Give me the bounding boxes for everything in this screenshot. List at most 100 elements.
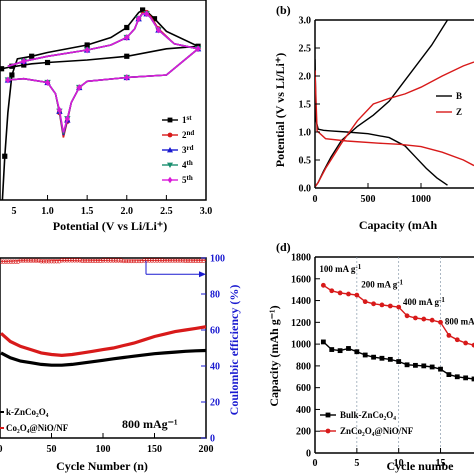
panel-c-ytick-right-label-5: 100 [210, 254, 225, 265]
panel-b-xtick-label-2: 1000 [411, 194, 431, 205]
panel-c-legend-label-1: Co₂O₄@NiO/NF [6, 423, 69, 433]
panel-a-marker-0-4 [21, 62, 27, 68]
panel-d-rate-label-0: 100 mA g-1 [319, 263, 361, 274]
panel-c-xtick-label-0: 0 [0, 444, 3, 455]
panel-b-ytick-label-4: 2.0 [299, 72, 312, 83]
panel-a-legend-marker-3 [167, 162, 173, 168]
panel-b-ytick-label-3: 1.5 [299, 100, 312, 111]
panel-c-ce-marker-2-4 [49, 259, 54, 264]
panel-d-marker-1-17 [463, 340, 469, 346]
panel-c-ce-marker-0-7 [16, 259, 21, 264]
panel-a-marker-0-12 [151, 16, 158, 22]
panel-d-marker-0-16 [454, 374, 460, 380]
panel-d-marker-1-6 [371, 301, 376, 307]
panel-d-marker-1-9 [396, 304, 402, 310]
panel-d-marker-1-10 [404, 313, 410, 319]
panel-b-ytick-label-1: 0.5 [299, 156, 312, 167]
panel-a-legend-label-4: 5th [182, 174, 193, 185]
panel-a-marker-0-6 [44, 59, 51, 66]
panel-c-xtick-label-3: 150 [147, 444, 162, 455]
panel-d-marker-1-8 [387, 303, 393, 309]
panel-b-ytick-label-0: 0.0 [299, 184, 312, 195]
panel-c-ce-marker-2-5 [51, 259, 57, 264]
panel-c-ce-marker-2-7 [57, 259, 62, 264]
panel-d-marker-1-3 [346, 291, 351, 297]
panel-d-rate-label-2: 400 mA g-1 [403, 296, 445, 307]
panel-c-ytick-right-label-1: 20 [210, 398, 220, 409]
panel-c-right-axis-label: Coulombic efficiency (%) [227, 285, 241, 416]
panel-a-marker-0-8 [124, 53, 130, 59]
panel-b-ytick-label-5: 2.5 [299, 44, 312, 55]
panel-d-marker-1-18 [471, 342, 474, 348]
panel-b-curve-3 [315, 61, 474, 188]
panel-b-legend: BZ [436, 91, 462, 117]
panel-a-xtick-label-1: 1.5 [81, 206, 94, 217]
panel-a-xtick-label-4: 3.0 [200, 206, 213, 217]
panel-d-ytick-label-8: 1600 [291, 274, 311, 285]
panel-a-marker-0-20 [29, 53, 35, 59]
panel-a-legend-marker-1 [167, 132, 173, 138]
panel-b-legend-label-0: B [456, 91, 462, 101]
panel-d-marker-1-11 [413, 315, 418, 321]
panel-d-marker-0-13 [429, 364, 435, 370]
panel-b-x-axis-label: Capacity (mAh [359, 218, 438, 232]
panel-d-marker-1-4 [354, 292, 360, 298]
panel-d-xtick-label-1: 5 [354, 458, 359, 469]
panel-c-legend-label-0: k-ZnCo₂O₄ [6, 407, 49, 417]
panel-d-marker-1-2 [337, 290, 343, 296]
panel-b-ytick-label-2: 1.0 [299, 128, 312, 139]
panel-a-marker-4-10 [124, 74, 130, 81]
panel-d-legend-marker-0 [325, 412, 331, 418]
panel-a-marker-0-22 [9, 72, 15, 78]
panel-c-legend: k-ZnCo₂O₄ Co₂O₄@NiO/NF [0, 407, 69, 433]
panel-a-marker-0-24 [2, 153, 8, 159]
panel-c-ytick-right-label-0: 0 [210, 434, 215, 445]
panel-c-ce-line [0, 259, 206, 262]
panel-a-marker-4-8 [76, 84, 82, 91]
panel-b-xtick-label-0: 0 [313, 194, 318, 205]
panel-a-marker-4-0 [5, 76, 11, 84]
panel-a-legend-marker-0 [167, 117, 173, 123]
panel-d-marker-1-5 [362, 299, 368, 305]
panel-b-curve-2 [315, 70, 474, 167]
panel-d-ytick-label-1: 200 [296, 427, 311, 438]
panel-a-frame [0, 0, 207, 201]
panel-c-ce-marker-3-7 [77, 258, 82, 263]
panel-a-legend: 1st 2nd 3rd 4th 5th [162, 114, 194, 185]
panel-d-legend-label-1: ZnCo₂O₄@NiO/NF [340, 426, 414, 436]
panel-d-marker-0-4 [354, 349, 360, 355]
panel-d-ytick-label-3: 600 [296, 383, 311, 394]
panel-d-rate: (d) 0 5 10 15 0 200 400 600 800 1000 1200 1400 1600 1… [267, 240, 474, 473]
panel-d-x-axis-label: Cycle numbe [387, 459, 455, 473]
panel-c-capacity-line-0 [0, 325, 206, 358]
panel-d-ytick-label-5: 1000 [291, 340, 311, 351]
panel-d-ytick-label-2: 400 [296, 405, 311, 416]
panel-d-marker-1-0 [320, 282, 326, 288]
panel-a-xtick-label-2: 2.0 [121, 206, 134, 217]
panel-d-marker-0-14 [438, 366, 443, 372]
panel-d-marker-0-12 [421, 363, 427, 369]
panel-a-xtick-label-0: 1.0 [41, 206, 54, 217]
panel-d-marker-0-11 [413, 362, 418, 368]
panel-d-marker-1-12 [421, 316, 427, 322]
panel-a-marker-4-2 [44, 79, 51, 86]
panel-c-ce-marker-0-5 [11, 259, 16, 264]
panel-d-xtick-label-3: 15 [436, 458, 446, 469]
panel-a-marker-4-24 [21, 57, 27, 65]
panel-d-xtick-label-0: 0 [313, 458, 318, 469]
panel-c-xtick-label-4: 200 [199, 444, 214, 455]
panel-d-ytick-label-9: 1800 [291, 253, 311, 264]
panel-d-marker-1-16 [454, 337, 460, 343]
panel-a-marker-0-0 [0, 66, 5, 72]
panel-d-marker-1-13 [429, 317, 435, 323]
panel-a-marker-4-12 [195, 45, 201, 53]
panel-c-ce-arrow-head [199, 271, 206, 278]
panel-d-legend-label-0: Bulk-ZnCo₂O₄ [340, 410, 396, 420]
panel-a-marker-0-16 [124, 24, 130, 31]
panel-a-series-line-4 [7, 13, 200, 133]
panel-c-ce-marker-2-6 [54, 259, 59, 264]
panel-d-marker-1-7 [379, 302, 385, 308]
panel-b-xtick-label-1: 500 [361, 194, 376, 205]
